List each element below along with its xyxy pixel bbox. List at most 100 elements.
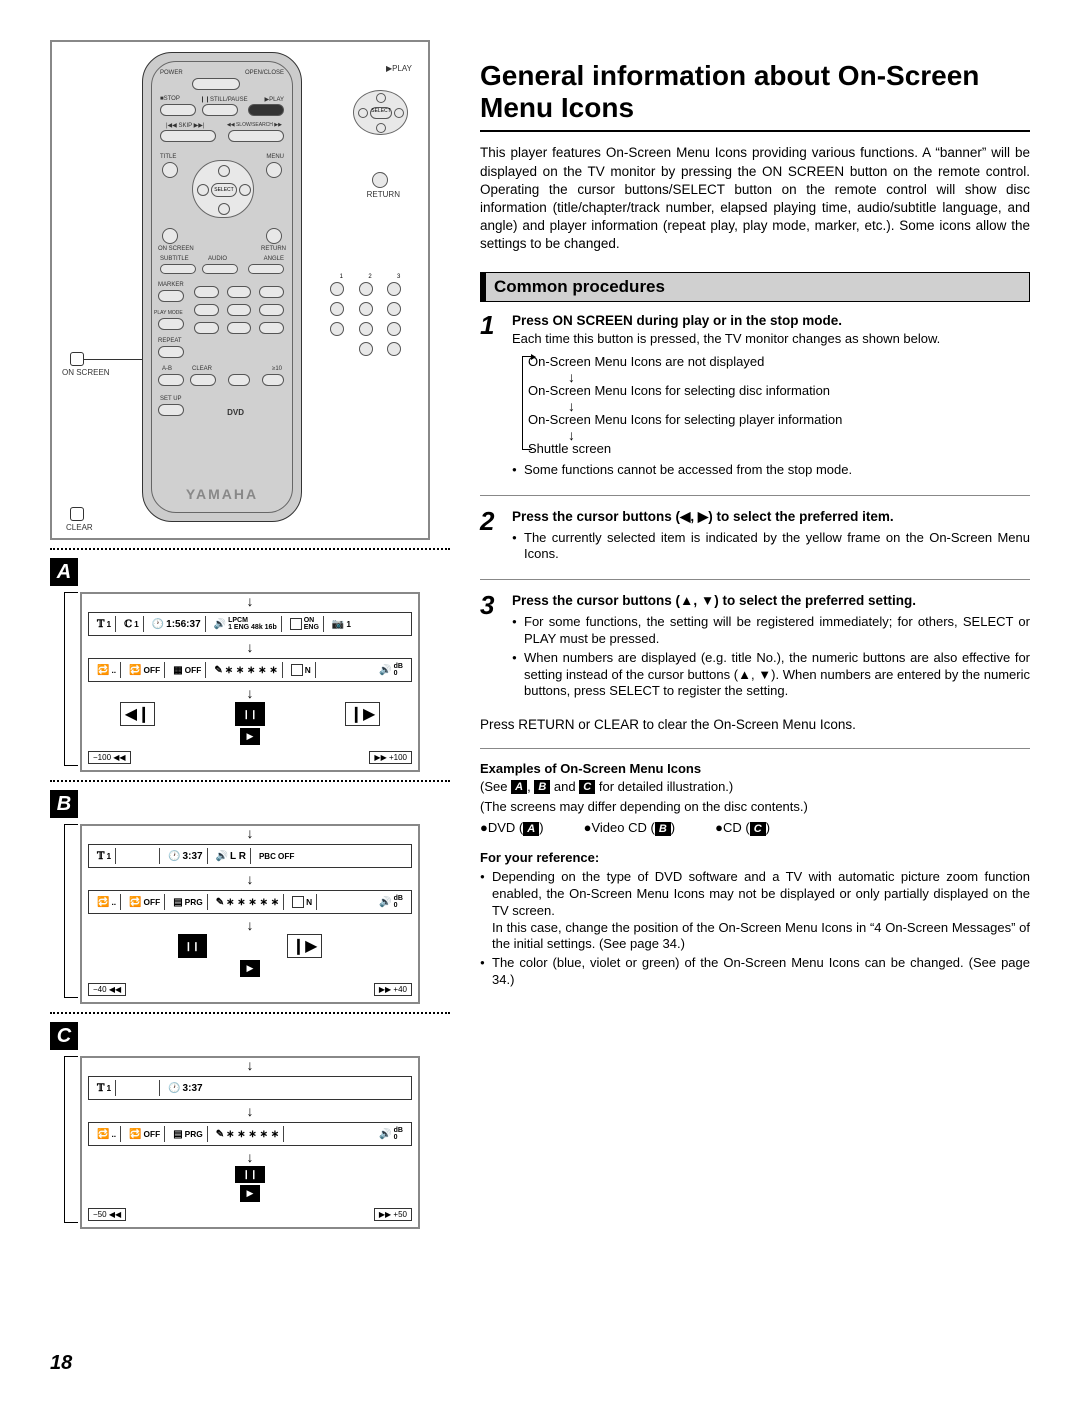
step-number: 3: [480, 592, 504, 702]
play-pause-row: ◀❙ ❙❙ ❙▶: [88, 702, 412, 726]
repeat-icon: 🔁: [97, 897, 109, 908]
chapter-icon: ℂ: [124, 619, 132, 630]
ext-return-label: RETURN: [367, 190, 400, 199]
rewind-icon: ◀◀: [113, 753, 125, 762]
bracket-b: [64, 824, 78, 998]
stop-button: [160, 104, 196, 116]
repeat-button: [158, 346, 184, 358]
play-box: ▶: [240, 960, 261, 977]
play-label: ▶PLAY: [264, 96, 284, 103]
flow-item: Shuttle screen: [528, 441, 1030, 456]
prg-label: PRG: [185, 1129, 203, 1139]
play-pause-row: ❙❙: [88, 1166, 412, 1183]
callout-on-screen-label: ON SCREEN: [62, 368, 110, 377]
ffwd-icon: ▶▶: [379, 985, 391, 994]
arrow-icon: ↓: [82, 642, 418, 652]
step-1: 1 Press ON SCREEN during play or in the …: [480, 312, 1030, 481]
step-separator: [480, 748, 1030, 749]
osd-row-b1: 𝕋1 🕐 3:37 🔊L R PBCOFF: [88, 844, 412, 868]
audio-button: [202, 264, 238, 274]
flow-item: On-Screen Menu Icons for selecting disc …: [528, 383, 1030, 398]
title-icon: 𝕋: [97, 619, 104, 630]
page-title: General information about On-Screen Menu…: [480, 60, 1030, 124]
clear-label: CLEAR: [192, 366, 212, 372]
osd-letter-a: A: [50, 558, 78, 586]
return-paragraph: Press RETURN or CLEAR to clear the On-Sc…: [480, 716, 1030, 734]
stop-label: ■STOP: [160, 96, 180, 102]
slider-left-val: −100: [93, 753, 111, 762]
examples-heading: Examples of On-Screen Menu Icons: [480, 761, 1030, 776]
off-label: OFF: [144, 897, 161, 907]
db-value: 0: [394, 670, 398, 677]
play-button: [248, 104, 284, 116]
search-buttons: [228, 130, 284, 142]
elapsed-time: 3:37: [183, 851, 203, 862]
skip-buttons: [160, 130, 216, 142]
audio-icon: 🔊: [214, 619, 226, 630]
callout-on-screen-btn: [70, 352, 84, 366]
text: ): [766, 820, 770, 835]
step-2: 2 Press the cursor buttons (◀, ▶) to sel…: [480, 508, 1030, 565]
examples-see-line: (See A, B and C for detailed illustratio…: [480, 778, 1030, 796]
slider-row-b: −40 ◀◀ ▶▶ +40: [82, 983, 418, 1002]
program-icon: ▤: [173, 897, 182, 908]
audio-detail: 1 ENG 48k 16b: [228, 624, 277, 631]
title-label: TITLE: [160, 154, 176, 160]
section-heading: Common procedures: [480, 272, 1030, 302]
power-button: [192, 78, 240, 90]
repeat-icon: 🔁: [97, 665, 109, 676]
angle-button: [248, 264, 284, 274]
off-label: OFF: [185, 665, 202, 675]
repeat-ab-icon: 🔁: [129, 665, 141, 676]
repeat-label: REPEAT: [158, 338, 182, 344]
pause-label: ❙❙STILL/PAUSE: [200, 96, 248, 103]
playmode-label: PLAY MODE: [154, 310, 183, 316]
clock-icon: 🕐: [152, 619, 164, 630]
step-title: Press ON SCREEN during play or in the st…: [512, 312, 1030, 330]
clock-icon: 🕐: [168, 851, 180, 862]
text: for detailed illustration.): [595, 779, 733, 794]
ffwd-icon: ▶▶: [374, 753, 386, 762]
ext-return-btn: [372, 172, 388, 188]
audio-icon: 🔊: [216, 851, 228, 862]
skip-label: |◀◀ SKIP ▶▶|: [166, 122, 204, 129]
playmode-icon: ▦: [173, 665, 182, 676]
ref-letter-a: A: [523, 822, 539, 836]
bullet-item: For some functions, the setting will be …: [512, 614, 1030, 648]
return-label: RETURN: [261, 246, 286, 252]
tenplus-label: ≥10: [272, 366, 282, 372]
ab-label: A-B: [162, 366, 172, 372]
bracket-a: [64, 592, 78, 766]
examples-diff-line: (The screens may differ depending on the…: [480, 798, 1030, 816]
on-screen-button: [162, 228, 178, 244]
step-number: 1: [480, 312, 504, 481]
bullet-item: The currently selected item is indicated…: [512, 530, 1030, 564]
subtitle-button: [160, 264, 196, 274]
repeat-ab-icon: 🔁: [129, 1129, 141, 1140]
step-separator: [480, 495, 1030, 496]
media-row: ●DVD (A) ●Video CD (B) ●CD (C): [480, 820, 1030, 836]
text: and: [550, 779, 579, 794]
dotted-separator: [50, 780, 450, 782]
bracket-c: [64, 1056, 78, 1223]
osd-panel-b: ↓ 𝕋1 🕐 3:37 🔊L R PBCOFF ↓ 🔁.. 🔁OFF ▤PRG …: [80, 824, 420, 1004]
ref-text-1: Depending on the type of DVD software an…: [492, 869, 1030, 918]
arrow-down-icon: ↓: [568, 371, 1030, 383]
arrow-icon: ↓: [82, 920, 418, 930]
track-num: 1: [106, 851, 111, 861]
zero-button: [228, 374, 250, 386]
callout-line: [84, 359, 142, 360]
bullet-item: Depending on the type of DVD software an…: [480, 869, 1030, 953]
remote-numpad: [194, 286, 284, 334]
mode-square-icon: [291, 664, 303, 676]
flow-bracket: [522, 356, 532, 450]
vcd-label: Video CD (: [591, 820, 654, 835]
osd-letter-c: C: [50, 1022, 78, 1050]
subtitle-lang: ENG: [304, 624, 319, 631]
play-small-label: ▶PLAY: [386, 64, 412, 73]
step-fwd-box: ❙▶: [287, 934, 323, 958]
program-icon: ▤: [173, 1129, 182, 1140]
power-label: POWER: [160, 70, 183, 76]
remote-body: POWER OPEN/CLOSE ■STOP ❙❙STILL/PAUSE ▶PL…: [142, 52, 302, 522]
repeat-ab-icon: 🔁: [129, 897, 141, 908]
